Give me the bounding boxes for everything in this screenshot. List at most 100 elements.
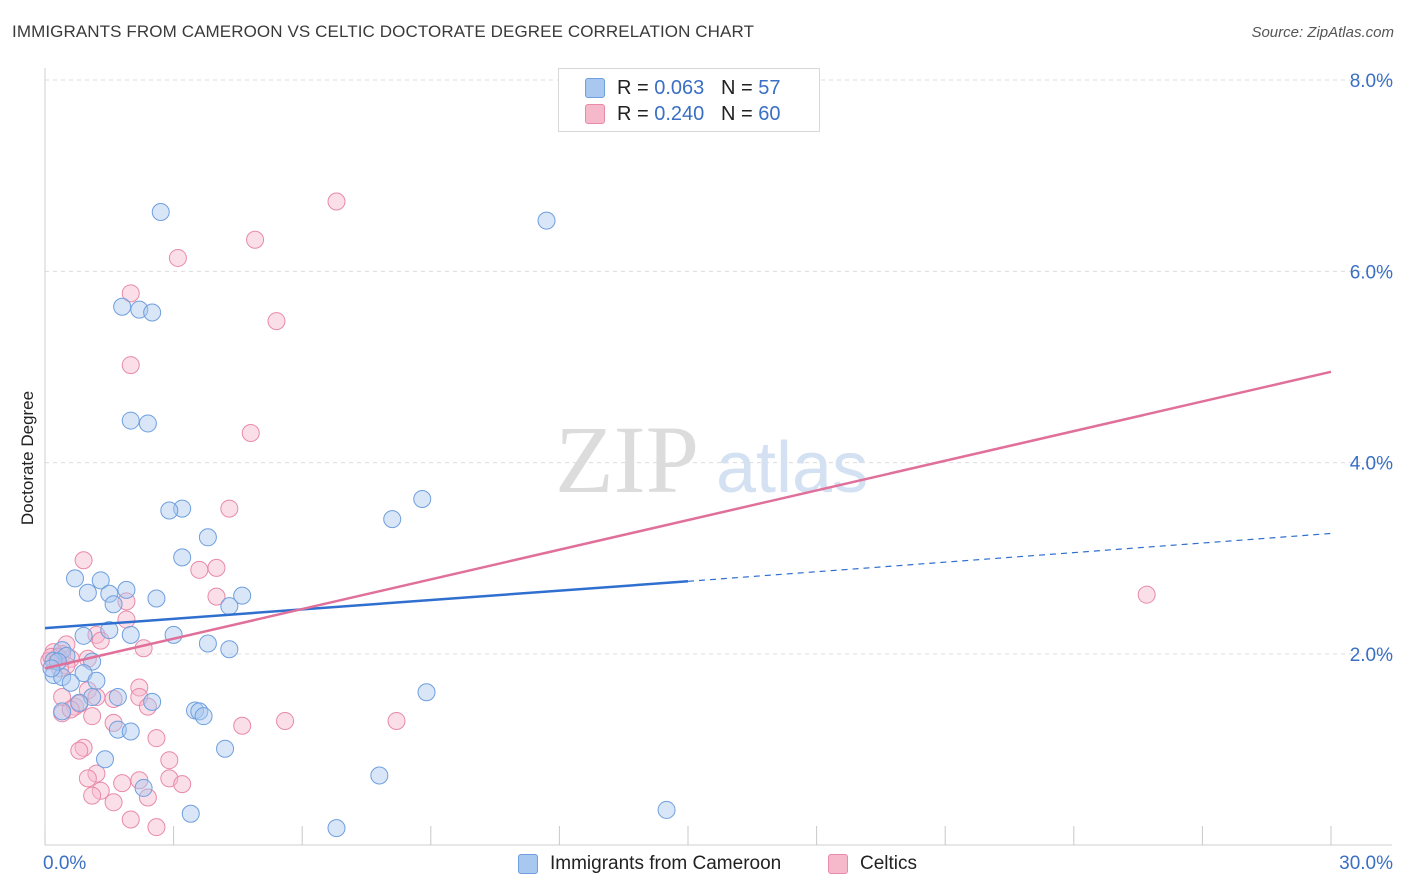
cameroon-point xyxy=(220,597,239,616)
cameroon-point xyxy=(216,739,235,758)
n-value: 60 xyxy=(758,103,781,125)
celtics-point xyxy=(276,711,295,730)
x-tick-label: 30.0% xyxy=(1339,853,1393,874)
series-celtics xyxy=(40,192,1156,837)
celtics-trend-line xyxy=(44,370,1332,670)
cameroon-point xyxy=(121,411,140,430)
chart-title: IMMIGRANTS FROM CAMEROON VS CELTIC DOCTO… xyxy=(12,22,755,41)
source-label: Source: ZipAtlas.com xyxy=(1251,24,1394,41)
celtics-point xyxy=(87,688,106,707)
trend-lines xyxy=(44,370,1332,670)
tick-labels: 2.0% 4.0% 6.0% 8.0% 0.0% 30.0% xyxy=(43,71,1393,874)
celtics-point xyxy=(104,793,123,812)
cameroon-point xyxy=(138,414,157,433)
r-label: R = xyxy=(617,103,655,125)
cameroon-point xyxy=(53,702,72,721)
cameroon-point xyxy=(198,634,217,653)
celtics-point xyxy=(83,786,102,805)
series-legend: Immigrants from Cameroon Celtics xyxy=(0,850,1406,878)
cameroon-swatch xyxy=(585,78,605,98)
cameroon-point xyxy=(61,673,80,692)
cameroon-point xyxy=(198,528,217,547)
y-tick-label: 2.0% xyxy=(1350,645,1393,666)
celtics-point xyxy=(117,610,136,629)
cameroon-point xyxy=(117,580,136,599)
cameroon-point xyxy=(66,569,85,588)
cameroon-point xyxy=(370,766,389,785)
celtics-point xyxy=(78,769,97,788)
celtics-point xyxy=(173,775,192,794)
cameroon-point xyxy=(151,203,170,222)
celtics-point xyxy=(138,788,157,807)
y-tick-label: 6.0% xyxy=(1350,262,1393,283)
celtics-point xyxy=(130,678,149,697)
celtics-point xyxy=(113,774,132,793)
celtics-point xyxy=(220,499,239,518)
y-tick-label: 8.0% xyxy=(1350,71,1393,92)
celtics-point xyxy=(74,551,93,570)
axes xyxy=(44,68,1392,846)
cameroon-point xyxy=(113,297,132,316)
cameroon-swatch xyxy=(518,854,538,874)
r-label: R = xyxy=(617,77,655,99)
series-cameroon xyxy=(42,203,676,838)
celtics-point xyxy=(147,729,166,748)
celtics-point xyxy=(241,424,260,443)
cameroon-point xyxy=(87,671,106,690)
celtics-point xyxy=(327,192,346,211)
celtics-point xyxy=(121,810,140,829)
celtics-point xyxy=(91,781,110,800)
celtics-point xyxy=(387,711,406,730)
cameroon-point xyxy=(657,800,676,819)
celtics-point xyxy=(160,751,179,770)
n-value: 57 xyxy=(758,77,781,99)
cameroon-point xyxy=(220,640,239,659)
cameroon-point xyxy=(121,625,140,644)
stats-legend: R = 0.063 N = 57 R = 0.240 N = 60 xyxy=(558,68,820,132)
cameroon-trend-extension xyxy=(687,532,1332,582)
cameroon-point xyxy=(160,501,179,520)
cameroon-point xyxy=(96,750,115,769)
cameroon-point xyxy=(327,819,346,838)
cameroon-point xyxy=(100,584,119,603)
n-label: N = xyxy=(720,77,759,99)
celtics-point xyxy=(53,688,72,707)
celtics-point xyxy=(267,312,286,331)
gridlines xyxy=(45,79,1392,655)
cameroon-point xyxy=(147,589,166,608)
celtics-point xyxy=(121,356,140,375)
cameroon-point xyxy=(537,211,556,230)
cameroon-point xyxy=(100,621,119,640)
cameroon-trend-line xyxy=(44,580,689,630)
cameroon-point xyxy=(121,722,140,741)
celtics-point xyxy=(83,707,102,726)
cameroon-point xyxy=(143,303,162,322)
cameroon-point xyxy=(70,693,89,712)
cameroon-point xyxy=(173,548,192,567)
celtics-swatch xyxy=(585,104,605,124)
cameroon-point xyxy=(413,490,432,509)
cameroon-point xyxy=(194,707,213,726)
celtics-point xyxy=(168,248,187,267)
celtics-swatch xyxy=(828,854,848,874)
cameroon-point xyxy=(104,595,123,614)
legend-label: Celtics xyxy=(860,853,918,874)
watermark: ZIP atlas xyxy=(555,406,868,513)
cameroon-point xyxy=(383,510,402,529)
celtics-point xyxy=(190,560,209,579)
cameroon-point xyxy=(181,804,200,823)
watermark-zip: ZIP xyxy=(555,406,699,513)
r-value: 0.240 xyxy=(654,103,705,125)
celtics-point xyxy=(147,818,166,837)
celtics-point xyxy=(207,587,226,606)
n-label: N = xyxy=(720,103,759,125)
cameroon-point xyxy=(233,586,252,605)
cameroon-point xyxy=(42,659,61,678)
x-tick-label: 0.0% xyxy=(43,853,86,874)
celtics-point xyxy=(233,716,252,735)
cameroon-point xyxy=(91,571,110,590)
legend-label: Immigrants from Cameroon xyxy=(550,853,782,874)
celtics-point xyxy=(70,741,89,760)
watermark-atlas: atlas xyxy=(716,428,868,508)
